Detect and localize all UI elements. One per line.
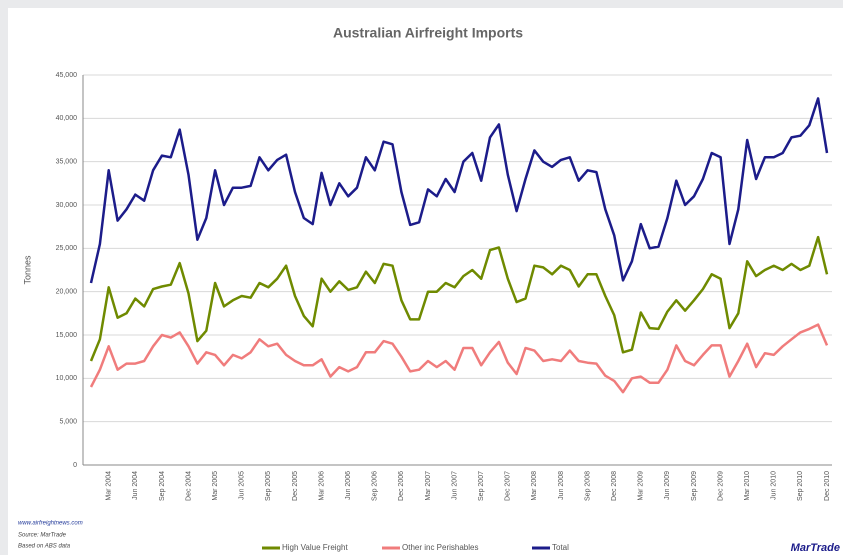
series-line xyxy=(89,235,829,362)
x-tick-label: Sep 2005 xyxy=(265,471,272,501)
series-line xyxy=(89,323,829,394)
x-tick-label: Mar 2008 xyxy=(531,471,538,501)
y-tick-label: 5,000 xyxy=(59,419,77,426)
x-tick-label: Mar 2009 xyxy=(638,471,645,501)
note: Based on ABS data xyxy=(18,544,71,550)
legend-label: Total xyxy=(552,543,569,552)
x-tick-label: Dec 2006 xyxy=(398,471,405,501)
x-tick-label: Dec 2005 xyxy=(292,471,299,501)
y-tick-label: 25,000 xyxy=(56,245,78,252)
x-tick-label: Dec 2007 xyxy=(505,471,512,501)
x-tick-label: Sep 2007 xyxy=(478,471,485,501)
x-tick-label: Mar 2010 xyxy=(744,471,751,501)
x-tick-label: Dec 2010 xyxy=(824,471,831,501)
chart-title: Australian Airfreight Imports xyxy=(333,25,523,41)
y-tick-label: 30,000 xyxy=(56,202,78,209)
x-tick-label: Sep 2004 xyxy=(159,471,166,501)
x-tick-label: Dec 2008 xyxy=(611,471,618,501)
x-tick-label: Mar 2005 xyxy=(212,471,219,501)
x-tick-label: Mar 2007 xyxy=(425,471,432,501)
x-tick-label: Mar 2004 xyxy=(106,471,113,501)
x-tick-label: Dec 2009 xyxy=(717,471,724,501)
y-tick-label: 10,000 xyxy=(56,375,78,382)
y-tick-label: 35,000 xyxy=(56,159,78,166)
x-tick-label: Sep 2010 xyxy=(797,471,804,501)
x-tick-label: Jun 2005 xyxy=(239,471,246,500)
note: www.airfreightnews.com xyxy=(18,521,83,527)
y-tick-label: 45,000 xyxy=(56,72,78,79)
series-line xyxy=(89,97,829,284)
x-tick-label: Sep 2009 xyxy=(691,471,698,501)
y-axis-label: Tonnes xyxy=(22,255,32,285)
panel xyxy=(8,8,843,555)
x-tick-label: Jun 2010 xyxy=(771,471,778,500)
y-tick-label: 15,000 xyxy=(56,332,78,339)
legend-label: High Value Freight xyxy=(282,543,348,552)
x-tick-label: Dec 2004 xyxy=(185,471,192,501)
legend-label: Other inc Perishables xyxy=(402,543,478,552)
note: Source: MarTrade xyxy=(18,533,67,539)
y-tick-label: 20,000 xyxy=(56,289,78,296)
x-tick-label: Jun 2007 xyxy=(451,471,458,500)
x-tick-label: Jun 2006 xyxy=(345,471,352,500)
x-tick-label: Jun 2004 xyxy=(132,471,139,500)
x-tick-label: Jun 2008 xyxy=(558,471,565,500)
x-tick-label: Jun 2009 xyxy=(664,471,671,500)
y-tick-label: 40,000 xyxy=(56,115,78,122)
x-tick-label: Mar 2006 xyxy=(318,471,325,501)
brand: MarTrade xyxy=(791,542,840,554)
y-tick-label: 0 xyxy=(73,462,77,469)
x-tick-label: Sep 2008 xyxy=(584,471,591,501)
x-tick-label: Sep 2006 xyxy=(372,471,379,501)
